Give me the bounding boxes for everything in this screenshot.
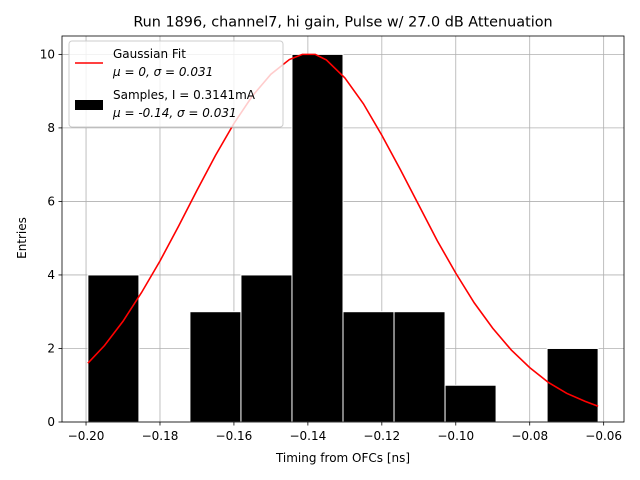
- histogram-bar: [342, 311, 395, 423]
- x-axis-label: Timing from OFCs [ns]: [275, 451, 410, 465]
- legend-fit-stats: μ = 0, σ = 0.031: [112, 65, 213, 79]
- legend-fit-label: Gaussian Fit: [113, 47, 186, 61]
- histogram-bar: [444, 384, 497, 423]
- histogram-bar: [393, 311, 446, 423]
- x-tick-label: −0.08: [511, 429, 548, 443]
- histogram-bar: [87, 274, 140, 423]
- x-tick-label: −0.06: [585, 429, 622, 443]
- x-tick-label: −0.20: [68, 429, 105, 443]
- gaussian-fit-line: [87, 53, 599, 407]
- x-tick-label: −0.18: [142, 429, 179, 443]
- histogram-bar: [240, 274, 293, 423]
- histogram-bar: [189, 311, 242, 423]
- histogram-bar: [546, 347, 599, 423]
- y-tick-label: 0: [47, 415, 55, 429]
- x-tick-label: −0.16: [216, 429, 253, 443]
- chart-title: Run 1896, channel7, hi gain, Pulse w/ 27…: [133, 15, 552, 31]
- y-tick-label: 4: [47, 268, 55, 282]
- y-tick-label: 10: [40, 47, 55, 61]
- legend-frame: [68, 40, 284, 128]
- axes-frame: [61, 35, 625, 423]
- y-axis-label: Entries: [15, 217, 29, 259]
- legend-samples-stats: μ = -0.14, σ = 0.031: [112, 106, 237, 120]
- x-tick-label: −0.12: [363, 429, 400, 443]
- y-tick-label: 2: [47, 341, 55, 355]
- legend-samples-bar-icon: [75, 100, 103, 110]
- x-tick-label: −0.14: [289, 429, 326, 443]
- x-tick-label: −0.10: [437, 429, 474, 443]
- histogram-bar: [291, 53, 344, 423]
- y-tick-label: 8: [47, 121, 55, 135]
- plot-area: −0.20 −0.18 −0.16 −0.14 −0.12 −0.10 −0.08 −0.06…: [40, 35, 625, 443]
- legend: Gaussian Fit μ = 0, σ = 0.031 Samples, I…: [68, 40, 284, 128]
- y-tick-label: 6: [47, 194, 55, 208]
- legend-samples-label: Samples, I = 0.3141mA: [113, 88, 256, 102]
